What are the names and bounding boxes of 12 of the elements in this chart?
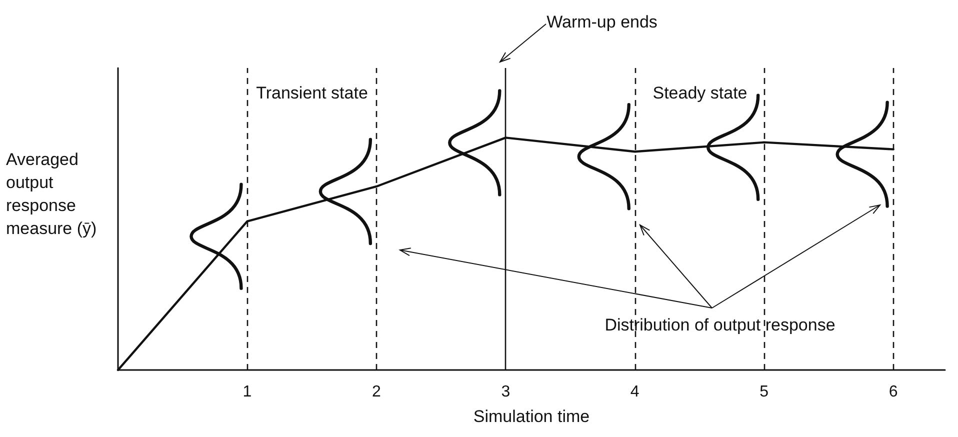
- x-tick-label: 4: [630, 384, 640, 400]
- x-tick-label: 3: [501, 384, 510, 400]
- x-tick-label: 5: [760, 384, 769, 400]
- x-tick-label: 1: [242, 384, 252, 400]
- text: Warm-up ends: [546, 12, 658, 32]
- text: Transient state: [256, 84, 368, 102]
- y-axis-title: Averaged output response measure (ȳ): [6, 150, 97, 238]
- x-tick-label: 6: [888, 384, 898, 400]
- text: Steady state: [652, 84, 748, 102]
- x-tick-label: 2: [372, 384, 381, 400]
- x-axis-title: Simulation time: [473, 407, 590, 426]
- annotation: Distribution of output response: [604, 316, 836, 334]
